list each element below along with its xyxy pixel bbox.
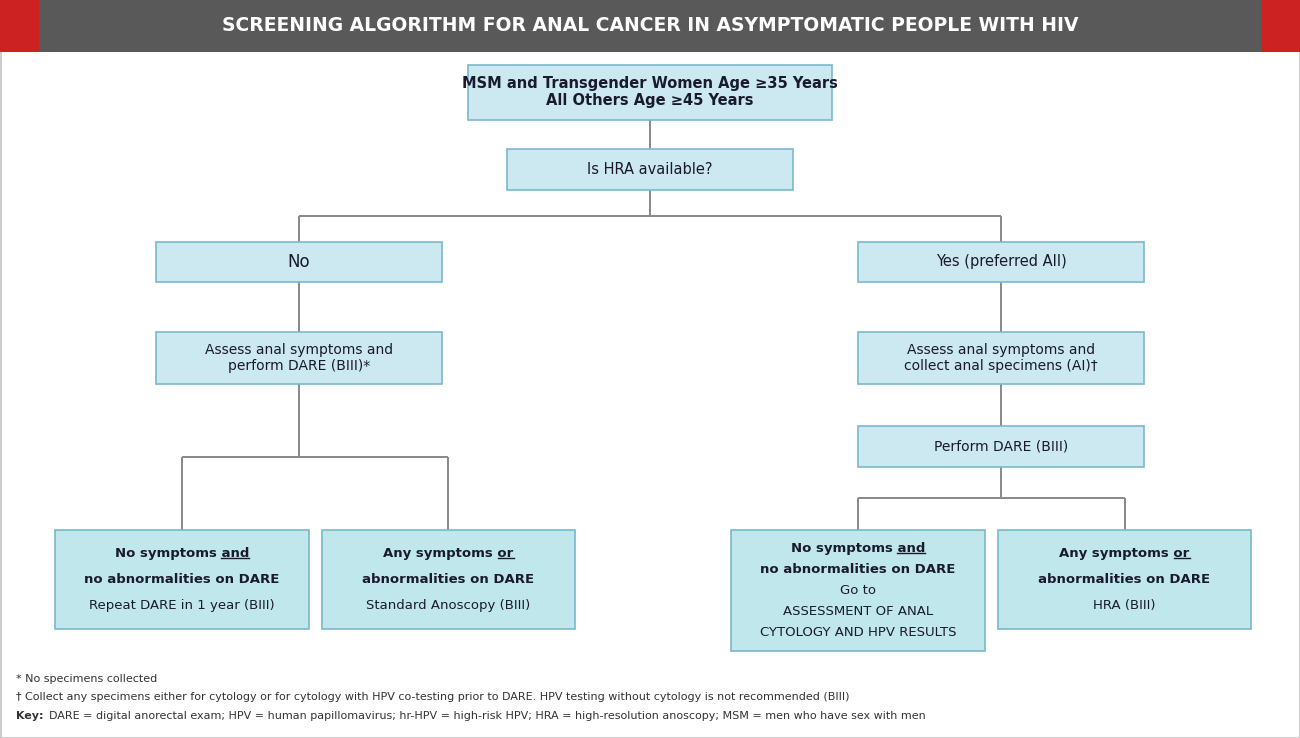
Text: no abnormalities on DARE: no abnormalities on DARE xyxy=(84,573,280,586)
Text: Any symptoms or: Any symptoms or xyxy=(384,547,514,559)
Text: No symptoms and: No symptoms and xyxy=(114,547,250,559)
Text: † Collect any specimens either for cytology or for cytology with HPV co-testing : † Collect any specimens either for cytol… xyxy=(16,692,849,703)
Text: Any symptoms or: Any symptoms or xyxy=(1060,547,1190,559)
Text: * No specimens collected: * No specimens collected xyxy=(16,674,157,684)
Text: Assess anal symptoms and
perform DARE (BIII)*: Assess anal symptoms and perform DARE (B… xyxy=(205,343,393,373)
Text: abnormalities on DARE: abnormalities on DARE xyxy=(363,573,534,586)
Text: ASSESSMENT OF ANAL: ASSESSMENT OF ANAL xyxy=(783,605,933,618)
FancyBboxPatch shape xyxy=(0,0,39,52)
FancyBboxPatch shape xyxy=(56,530,309,629)
FancyBboxPatch shape xyxy=(321,530,575,629)
Text: Standard Anoscopy (BIII): Standard Anoscopy (BIII) xyxy=(367,599,530,612)
Text: Repeat DARE in 1 year (BIII): Repeat DARE in 1 year (BIII) xyxy=(90,599,274,612)
Text: HRA (BIII): HRA (BIII) xyxy=(1093,599,1156,612)
Text: SCREENING ALGORITHM FOR ANAL CANCER IN ASYMPTOMATIC PEOPLE WITH HIV: SCREENING ALGORITHM FOR ANAL CANCER IN A… xyxy=(222,16,1078,35)
FancyBboxPatch shape xyxy=(507,149,793,190)
Text: CYTOLOGY AND HPV RESULTS: CYTOLOGY AND HPV RESULTS xyxy=(759,626,957,639)
FancyBboxPatch shape xyxy=(858,427,1144,467)
FancyBboxPatch shape xyxy=(468,65,832,120)
FancyBboxPatch shape xyxy=(731,530,985,651)
Text: Yes (preferred AII): Yes (preferred AII) xyxy=(936,255,1066,269)
Text: DARE = digital anorectal exam; HPV = human papillomavirus; hr-HPV = high-risk HP: DARE = digital anorectal exam; HPV = hum… xyxy=(49,711,926,721)
Text: Is HRA available?: Is HRA available? xyxy=(588,162,712,177)
Text: Assess anal symptoms and
collect anal specimens (AI)†: Assess anal symptoms and collect anal sp… xyxy=(905,343,1097,373)
FancyBboxPatch shape xyxy=(858,332,1144,384)
Text: No: No xyxy=(287,253,311,271)
Text: Perform DARE (BIII): Perform DARE (BIII) xyxy=(933,440,1069,453)
FancyBboxPatch shape xyxy=(0,0,1300,52)
Text: No symptoms and: No symptoms and xyxy=(790,542,926,555)
FancyBboxPatch shape xyxy=(998,530,1251,629)
FancyBboxPatch shape xyxy=(858,241,1144,282)
Text: Go to: Go to xyxy=(840,584,876,597)
Text: Key:: Key: xyxy=(16,711,47,721)
Text: no abnormalities on DARE: no abnormalities on DARE xyxy=(760,563,956,576)
FancyBboxPatch shape xyxy=(156,332,442,384)
Text: MSM and Transgender Women Age ≥35 Years
All Others Age ≥45 Years: MSM and Transgender Women Age ≥35 Years … xyxy=(462,76,838,108)
FancyBboxPatch shape xyxy=(156,241,442,282)
FancyBboxPatch shape xyxy=(1261,0,1300,52)
Text: abnormalities on DARE: abnormalities on DARE xyxy=(1039,573,1210,586)
